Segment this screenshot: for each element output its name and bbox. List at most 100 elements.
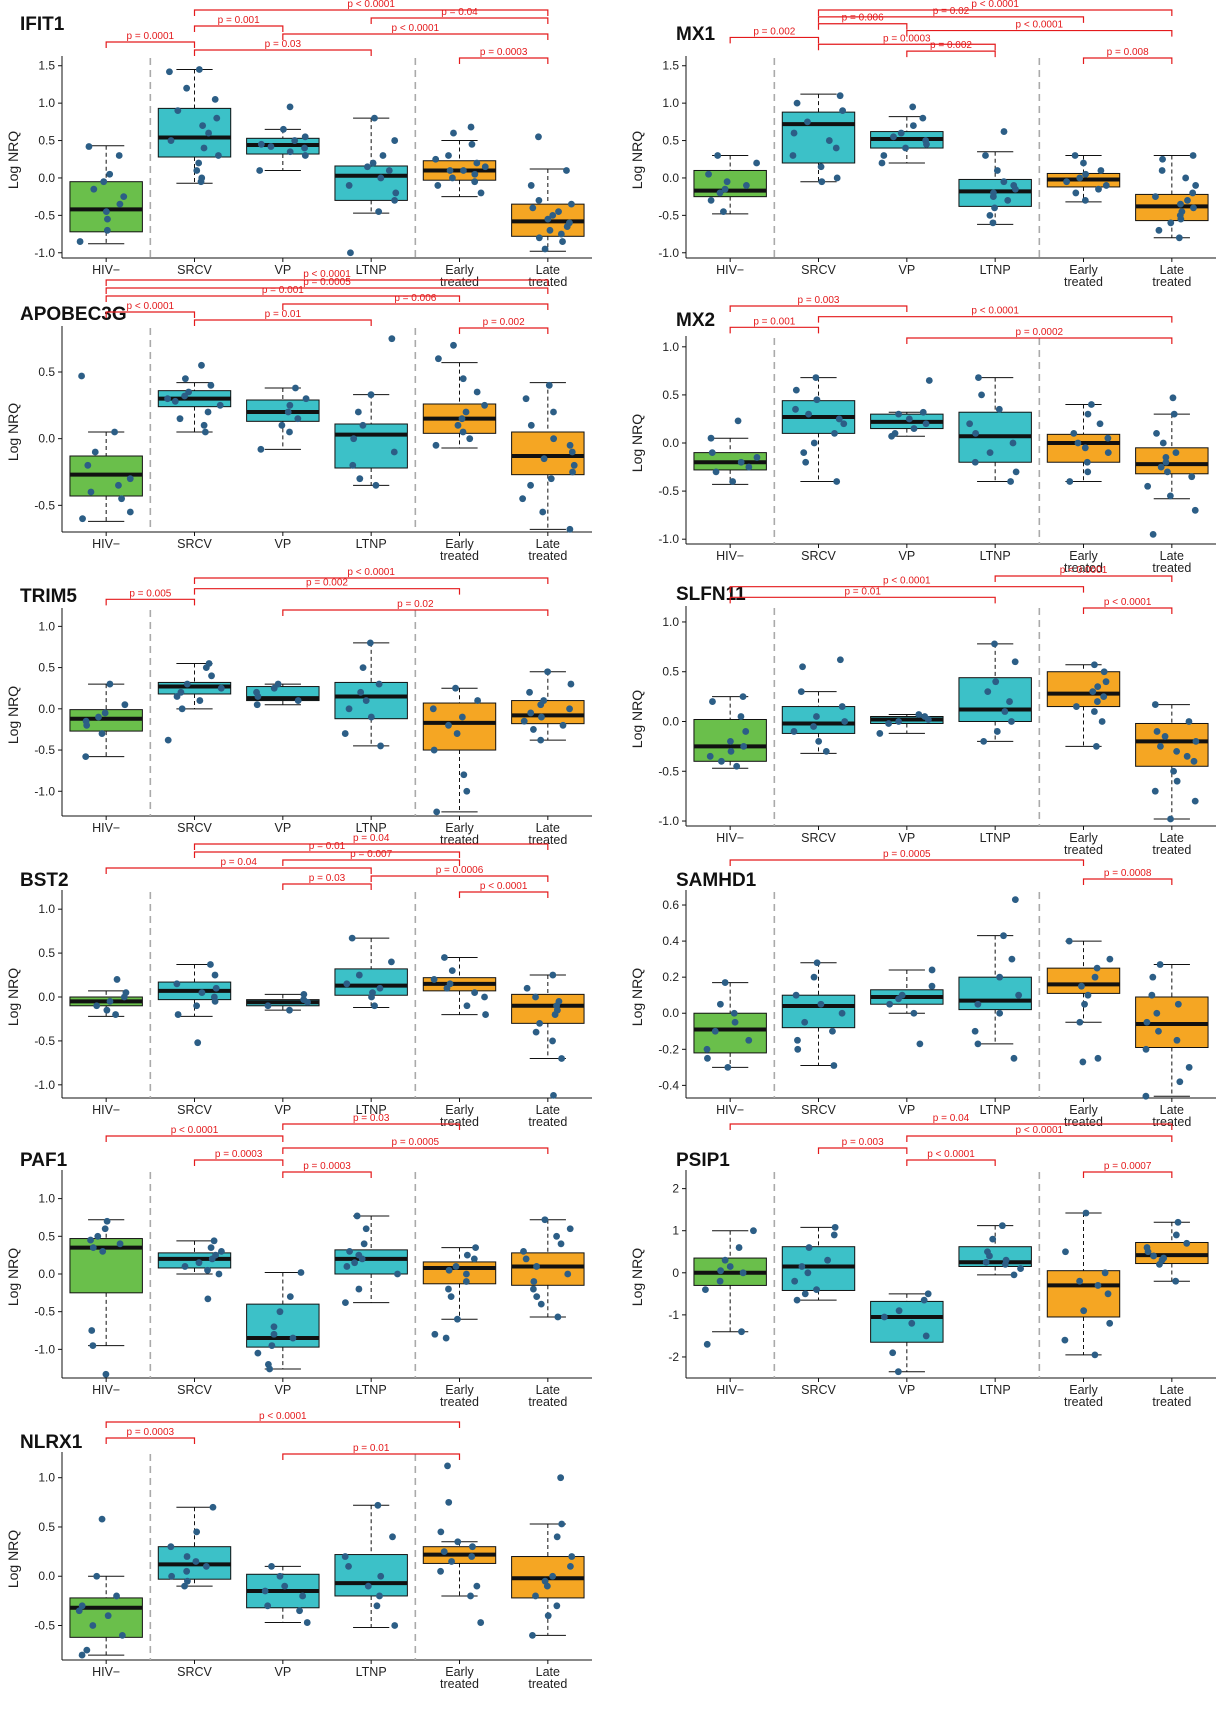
y-tick-label: 1.0 (38, 96, 55, 110)
data-point (889, 1349, 897, 1357)
panel-title: PSIP1 (676, 1150, 730, 1171)
data-point (527, 481, 534, 489)
data-point (200, 421, 208, 429)
data-point (473, 159, 481, 167)
data-point (388, 335, 396, 343)
data-point (986, 1252, 993, 1260)
significance-bracket (105, 1135, 284, 1142)
data-point (458, 415, 466, 423)
x-tick-label: treated (1064, 275, 1103, 289)
data-point (442, 1334, 450, 1342)
x-tick-label: treated (440, 549, 479, 563)
data-point (801, 1018, 809, 1026)
data-point (1190, 757, 1198, 765)
significance-bracket (282, 1123, 461, 1130)
x-tick-label: treated (1152, 843, 1191, 857)
significance-bracket (193, 588, 461, 595)
y-tick-label: -0.5 (34, 743, 55, 757)
data-point (1083, 458, 1091, 466)
x-tick-label: SRCV (801, 1103, 836, 1117)
data-point (174, 1011, 182, 1018)
data-point (1072, 703, 1080, 710)
data-point (563, 167, 570, 174)
data-point (558, 1055, 565, 1062)
y-axis-label: Log NRQ (629, 1248, 645, 1306)
data-point (1074, 439, 1082, 447)
p-value-label: p = 0.0003 (215, 1149, 263, 1160)
data-point (89, 1622, 97, 1629)
p-value-label: p < 0.0001 (347, 567, 395, 578)
panel-bst2: BST2 -1.0 -0.5 0.0 0.5 1.0 Log NRQ HIV− SRCV VP LT… (5, 833, 592, 1129)
data-point (890, 133, 897, 141)
y-tick-label: 1.0 (38, 1471, 55, 1485)
data-point (1079, 1058, 1087, 1066)
y-tick-label: 0 (672, 1266, 679, 1280)
data-point (753, 454, 761, 461)
data-point (447, 1293, 455, 1300)
data-point (1170, 767, 1177, 775)
panel-samhd1: SAMHD1 -0.4 -0.2 0.0 0.2 0.4 0.6 Log NRQ HIV− SRC… (629, 849, 1216, 1129)
data-point (391, 137, 399, 144)
data-point (792, 991, 800, 999)
p-value-label: p = 0.003 (842, 1137, 884, 1148)
data-point (888, 432, 895, 440)
data-point (452, 1263, 460, 1270)
data-point (1144, 482, 1152, 490)
significance-bracket (817, 43, 996, 51)
data-point (520, 717, 528, 725)
y-tick-label: 0.5 (38, 365, 55, 379)
x-tick-label: treated (1064, 843, 1103, 857)
significance-bracket (729, 1123, 1173, 1130)
data-point (1065, 937, 1073, 945)
data-point (790, 728, 798, 735)
x-tick-label: LTNP (980, 831, 1011, 845)
data-point (1153, 1009, 1161, 1017)
data-point (818, 178, 826, 186)
data-point (535, 196, 543, 204)
data-point (1172, 1231, 1180, 1239)
data-point (209, 1503, 217, 1511)
data-point (459, 375, 467, 383)
p-value-label: p < 0.0001 (347, 0, 395, 10)
significance-bracket (817, 16, 1085, 23)
data-point (1096, 420, 1104, 428)
y-tick-label: 0.5 (662, 388, 679, 402)
data-point (742, 728, 750, 735)
data-point (1011, 658, 1019, 666)
x-tick-label: Early (1069, 549, 1098, 563)
data-point (481, 163, 489, 171)
data-point (730, 1009, 738, 1017)
data-point (836, 92, 844, 100)
data-point (276, 1308, 284, 1316)
y-axis-label: Log NRQ (5, 968, 21, 1026)
x-tick-label: Late (1160, 1383, 1184, 1397)
data-point (341, 1553, 349, 1560)
data-point (549, 211, 557, 219)
data-point (716, 189, 724, 197)
data-point (810, 973, 818, 981)
data-point (1189, 189, 1197, 197)
data-point (102, 208, 110, 216)
data-point (802, 458, 810, 466)
data-point (454, 1315, 461, 1323)
data-point (989, 1235, 997, 1243)
data-point (216, 401, 224, 409)
data-point (270, 684, 278, 692)
data-point (98, 1515, 106, 1523)
data-point (445, 1285, 452, 1293)
p-value-label: p = 0.04 (441, 7, 478, 18)
data-point (553, 1602, 561, 1610)
data-point (121, 701, 129, 709)
significance-bracket (817, 9, 1173, 16)
data-point (281, 1582, 289, 1590)
data-point (1148, 991, 1156, 999)
data-point (183, 1567, 191, 1575)
data-point (286, 401, 294, 409)
data-point (377, 174, 385, 182)
data-point (544, 1612, 552, 1620)
p-value-label: p < 0.0001 (927, 1149, 975, 1160)
data-point (886, 1000, 894, 1008)
x-tick-label: Late (536, 821, 560, 835)
data-point (551, 1011, 559, 1018)
